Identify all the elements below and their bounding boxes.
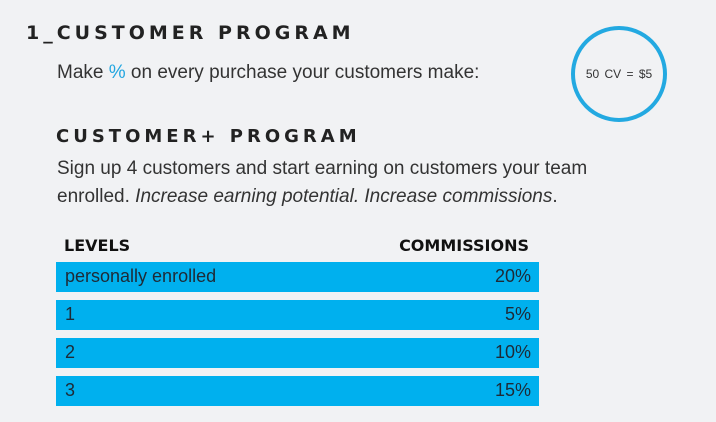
table-row: 1 5%: [56, 300, 539, 330]
customer-plus-description-line1: Sign up 4 customers and start earning on…: [57, 158, 588, 179]
level-cell: 3: [65, 380, 76, 400]
commission-cell: 15%: [494, 380, 531, 400]
table-row: personally enrolled 20%: [56, 262, 539, 292]
commissions-column-header: COMMISSIONS: [399, 236, 529, 255]
enrolled-text: enrolled.: [57, 186, 136, 207]
commission-cell: 20%: [494, 266, 531, 286]
customer-plus-program-title: CUSTOMER+ PROGRAM: [56, 126, 361, 147]
customer-program-description: Make % on every purchase your customers …: [57, 62, 479, 84]
level-cell: 2: [65, 342, 76, 362]
earning-potential-text: Increase earning potential. Increase com…: [135, 186, 553, 207]
purchase-text: on every purchase your customers make:: [125, 62, 480, 83]
customer-program-title: 1_CUSTOMER PROGRAM: [26, 22, 355, 44]
levels-column-header: LEVELS: [64, 236, 131, 255]
cv-badge: 50 CV = $5: [571, 26, 667, 122]
level-cell: personally enrolled: [65, 266, 217, 286]
table-row: 3 15%: [56, 376, 539, 406]
percent-symbol: %: [108, 62, 126, 83]
period-text: .: [552, 186, 558, 207]
commission-cell: 10%: [494, 342, 531, 362]
make-text: Make: [57, 62, 109, 83]
table-row: 2 10%: [56, 338, 539, 368]
level-cell: 1: [65, 304, 76, 324]
commission-cell: 5%: [504, 304, 531, 324]
customer-plus-description-line2: enrolled. Increase earning potential. In…: [57, 186, 558, 208]
cv-badge-text: 50 CV = $5: [585, 67, 653, 81]
